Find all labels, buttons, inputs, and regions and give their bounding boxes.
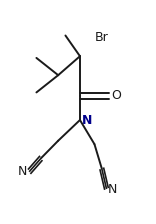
Text: Br: Br [94, 31, 108, 44]
Text: N: N [82, 114, 93, 127]
Text: N: N [17, 165, 27, 178]
Text: N: N [108, 183, 117, 196]
Text: O: O [111, 89, 121, 102]
